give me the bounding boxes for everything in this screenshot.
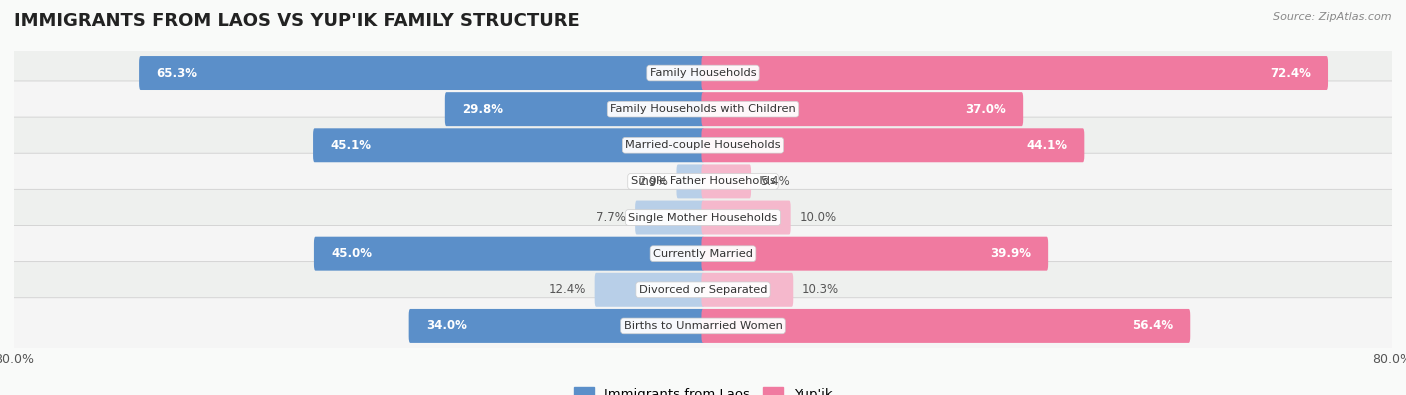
Text: 12.4%: 12.4% [548, 283, 586, 296]
Text: 39.9%: 39.9% [990, 247, 1031, 260]
FancyBboxPatch shape [7, 81, 1399, 137]
Text: 56.4%: 56.4% [1132, 320, 1173, 333]
Text: 45.1%: 45.1% [330, 139, 371, 152]
Text: Source: ZipAtlas.com: Source: ZipAtlas.com [1274, 12, 1392, 22]
FancyBboxPatch shape [702, 92, 1024, 126]
FancyBboxPatch shape [444, 92, 704, 126]
FancyBboxPatch shape [7, 153, 1399, 210]
Legend: Immigrants from Laos, Yup'ik: Immigrants from Laos, Yup'ik [568, 382, 838, 395]
Text: Family Households with Children: Family Households with Children [610, 104, 796, 114]
Text: Births to Unmarried Women: Births to Unmarried Women [624, 321, 782, 331]
FancyBboxPatch shape [636, 201, 704, 235]
Text: 10.3%: 10.3% [801, 283, 839, 296]
FancyBboxPatch shape [314, 128, 704, 162]
FancyBboxPatch shape [702, 201, 790, 235]
Text: 10.0%: 10.0% [800, 211, 837, 224]
Text: Single Father Households: Single Father Households [631, 177, 775, 186]
FancyBboxPatch shape [7, 226, 1399, 282]
Text: Single Mother Households: Single Mother Households [628, 213, 778, 222]
FancyBboxPatch shape [7, 189, 1399, 246]
Text: 2.9%: 2.9% [638, 175, 668, 188]
Text: 5.4%: 5.4% [759, 175, 790, 188]
FancyBboxPatch shape [7, 117, 1399, 173]
Text: 29.8%: 29.8% [461, 103, 503, 116]
FancyBboxPatch shape [7, 261, 1399, 318]
FancyBboxPatch shape [702, 128, 1084, 162]
FancyBboxPatch shape [595, 273, 704, 307]
FancyBboxPatch shape [7, 45, 1399, 101]
FancyBboxPatch shape [409, 309, 704, 343]
FancyBboxPatch shape [702, 56, 1329, 90]
FancyBboxPatch shape [702, 273, 793, 307]
Text: 44.1%: 44.1% [1026, 139, 1067, 152]
Text: 7.7%: 7.7% [596, 211, 626, 224]
Text: Married-couple Households: Married-couple Households [626, 140, 780, 150]
Text: 37.0%: 37.0% [966, 103, 1007, 116]
Text: Family Households: Family Households [650, 68, 756, 78]
FancyBboxPatch shape [702, 164, 751, 198]
FancyBboxPatch shape [702, 237, 1047, 271]
Text: Currently Married: Currently Married [652, 249, 754, 259]
FancyBboxPatch shape [314, 237, 704, 271]
FancyBboxPatch shape [702, 309, 1191, 343]
Text: Divorced or Separated: Divorced or Separated [638, 285, 768, 295]
FancyBboxPatch shape [139, 56, 704, 90]
Text: 72.4%: 72.4% [1270, 66, 1310, 79]
FancyBboxPatch shape [676, 164, 704, 198]
Text: 45.0%: 45.0% [330, 247, 373, 260]
Text: 65.3%: 65.3% [156, 66, 197, 79]
FancyBboxPatch shape [7, 298, 1399, 354]
Text: 34.0%: 34.0% [426, 320, 467, 333]
Text: IMMIGRANTS FROM LAOS VS YUP'IK FAMILY STRUCTURE: IMMIGRANTS FROM LAOS VS YUP'IK FAMILY ST… [14, 12, 579, 30]
